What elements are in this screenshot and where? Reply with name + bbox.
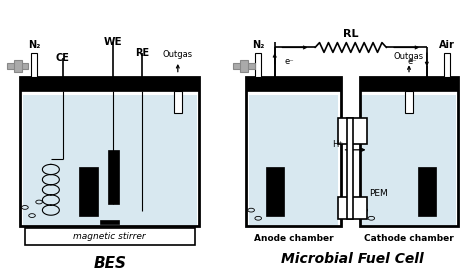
Bar	[405, 91, 413, 113]
Text: RL: RL	[343, 29, 358, 39]
Bar	[444, 53, 450, 77]
Text: RE: RE	[135, 48, 149, 58]
Text: magnetic stirrer: magnetic stirrer	[73, 232, 146, 241]
Text: H⁺: H⁺	[332, 140, 343, 149]
Bar	[359, 77, 458, 91]
Text: CE: CE	[56, 53, 70, 63]
Bar	[7, 63, 28, 69]
Bar	[174, 91, 182, 113]
Text: e⁻: e⁻	[284, 56, 294, 65]
Bar	[362, 95, 456, 225]
Text: N₂: N₂	[28, 40, 41, 50]
Bar	[234, 63, 255, 69]
Bar	[31, 53, 37, 77]
Bar	[25, 228, 195, 246]
Text: Cathode chamber: Cathode chamber	[364, 234, 454, 243]
Bar	[100, 220, 119, 224]
Text: e⁻: e⁻	[408, 56, 418, 65]
Bar	[20, 77, 199, 91]
Bar	[23, 95, 197, 225]
Bar	[20, 77, 199, 226]
Text: Anode chamber: Anode chamber	[254, 234, 333, 243]
Bar	[347, 118, 353, 219]
Text: WE: WE	[104, 37, 123, 47]
Text: PEM: PEM	[369, 189, 388, 198]
Bar	[338, 196, 366, 219]
Bar	[266, 167, 283, 216]
Text: Microbial Fuel Cell: Microbial Fuel Cell	[281, 252, 424, 266]
Bar	[246, 77, 341, 91]
Text: Outgas: Outgas	[163, 50, 193, 59]
Text: N₂: N₂	[252, 40, 264, 50]
Bar	[246, 77, 341, 226]
Bar	[79, 167, 98, 216]
Text: BES: BES	[93, 256, 126, 270]
Bar	[108, 150, 118, 204]
Text: Outgas: Outgas	[394, 52, 424, 61]
Bar	[249, 95, 338, 225]
Text: Air: Air	[439, 40, 455, 50]
Bar	[418, 167, 436, 216]
Bar	[338, 118, 366, 144]
Bar	[14, 60, 22, 72]
Bar	[255, 53, 261, 77]
Bar	[240, 60, 248, 72]
Bar	[359, 77, 458, 226]
